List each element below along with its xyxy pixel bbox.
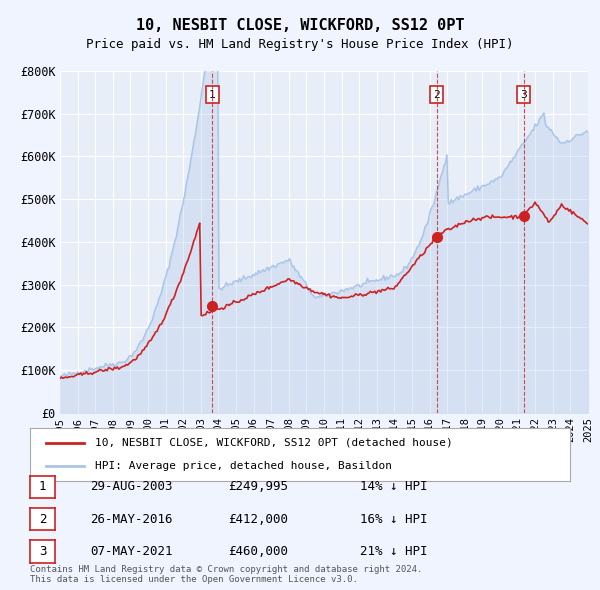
Text: 21% ↓ HPI: 21% ↓ HPI	[360, 545, 427, 558]
Text: 3: 3	[520, 90, 527, 100]
Text: HPI: Average price, detached house, Basildon: HPI: Average price, detached house, Basi…	[95, 461, 392, 471]
Text: 1: 1	[39, 480, 46, 493]
Text: 1: 1	[209, 90, 216, 100]
Text: 2: 2	[39, 513, 46, 526]
Text: £249,995: £249,995	[228, 480, 288, 493]
Text: 07-MAY-2021: 07-MAY-2021	[90, 545, 173, 558]
Text: 14% ↓ HPI: 14% ↓ HPI	[360, 480, 427, 493]
Text: 3: 3	[39, 545, 46, 558]
Text: £412,000: £412,000	[228, 513, 288, 526]
Text: Price paid vs. HM Land Registry's House Price Index (HPI): Price paid vs. HM Land Registry's House …	[86, 38, 514, 51]
Text: 26-MAY-2016: 26-MAY-2016	[90, 513, 173, 526]
Text: 16% ↓ HPI: 16% ↓ HPI	[360, 513, 427, 526]
Text: 2: 2	[433, 90, 440, 100]
Text: 10, NESBIT CLOSE, WICKFORD, SS12 0PT: 10, NESBIT CLOSE, WICKFORD, SS12 0PT	[136, 18, 464, 32]
Text: 29-AUG-2003: 29-AUG-2003	[90, 480, 173, 493]
Text: Contains HM Land Registry data © Crown copyright and database right 2024.
This d: Contains HM Land Registry data © Crown c…	[30, 565, 422, 584]
Text: £460,000: £460,000	[228, 545, 288, 558]
Text: 10, NESBIT CLOSE, WICKFORD, SS12 0PT (detached house): 10, NESBIT CLOSE, WICKFORD, SS12 0PT (de…	[95, 438, 452, 448]
